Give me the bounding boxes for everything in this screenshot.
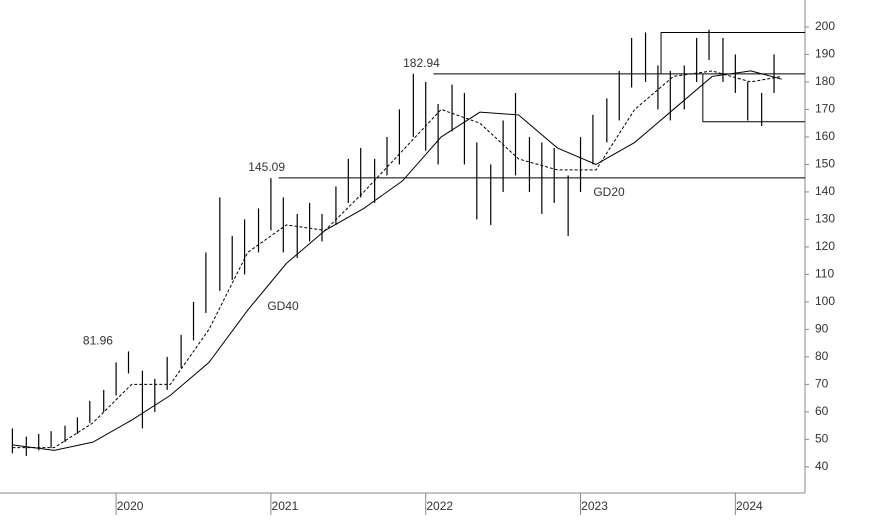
line-label: GD40 [267, 299, 299, 313]
y-tick-label: 50 [815, 432, 829, 446]
x-tick-label: 2022 [426, 499, 453, 513]
y-tick-label: 100 [815, 294, 835, 308]
y-tick-label: 130 [815, 212, 835, 226]
peak-label: 81.96 [83, 334, 113, 348]
x-tick-label: 2023 [581, 499, 608, 513]
peak-label: 182.94 [403, 56, 440, 70]
x-tick-label: 2024 [736, 499, 763, 513]
moving-average [12, 70, 782, 451]
y-tick-label: 90 [815, 322, 829, 336]
y-tick-label: 120 [815, 239, 835, 253]
y-tick-label: 70 [815, 377, 829, 391]
x-tick-label: 2021 [272, 499, 299, 513]
x-tick-label: 2020 [117, 499, 144, 513]
y-tick-label: 40 [815, 459, 829, 473]
y-tick-label: 60 [815, 404, 829, 418]
y-tick-label: 200 [815, 19, 835, 33]
moving-average [12, 70, 782, 449]
y-tick-label: 170 [815, 102, 835, 116]
y-tick-label: 180 [815, 74, 835, 88]
y-tick-label: 190 [815, 47, 835, 61]
line-label: GD20 [593, 185, 625, 199]
y-tick-label: 110 [815, 267, 834, 281]
y-tick-label: 150 [815, 157, 835, 171]
y-tick-label: 80 [815, 349, 829, 363]
y-tick-label: 140 [815, 184, 835, 198]
y-tick-label: 160 [815, 129, 835, 143]
peak-label: 145.09 [248, 160, 285, 174]
